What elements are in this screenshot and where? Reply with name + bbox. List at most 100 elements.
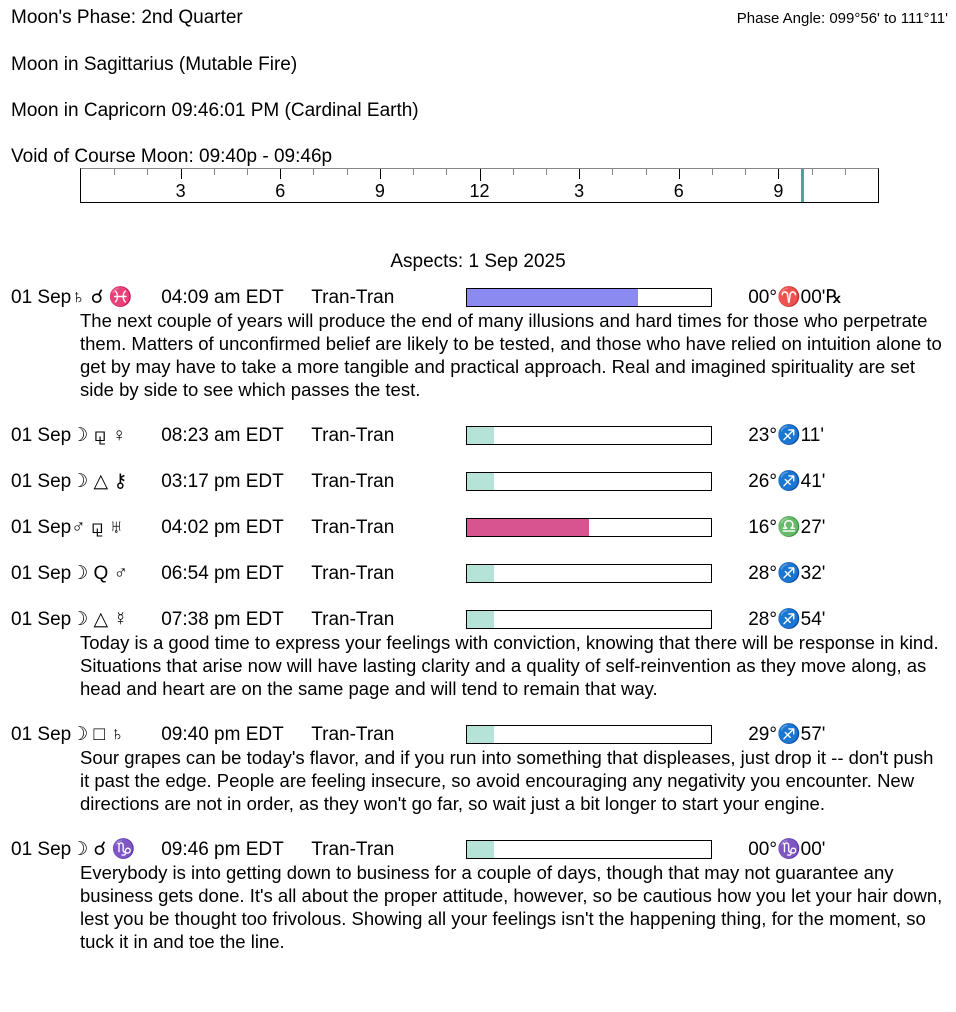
aspect-entry: 01 Sep ☽ Q ♂ 06:54 pm EDT Tran-Tran 28°♐32' xyxy=(11,562,948,585)
aspect-glyphs: ☽ △ ☿ xyxy=(71,609,128,630)
aspect-position: 26°♐41' xyxy=(748,471,826,492)
aspect-date: 01 Sep xyxy=(11,724,72,745)
aspect-type: Tran-Tran xyxy=(311,471,395,492)
timeline-tick xyxy=(147,169,149,175)
aspect-time: 09:46 pm EDT xyxy=(161,839,284,860)
header-row: Moon's Phase: 2nd Quarter Phase Angle: 0… xyxy=(11,7,948,30)
void-of-course: Void of Course Moon: 09:40p - 09:46p xyxy=(11,146,333,167)
timeline-tick xyxy=(844,169,846,175)
aspect-glyphs: ♂ ⚼ ♅ xyxy=(71,517,124,538)
aspect-glyphs: ☽ △ ⚷ xyxy=(71,471,128,492)
aspect-row: 01 Sep ☽ ☌ ♑ 09:46 pm EDT Tran-Tran 00°♑00' xyxy=(11,838,948,861)
strength-fill xyxy=(467,519,590,536)
aspect-row: 01 Sep ♂ ⚼ ♅ 04:02 pm EDT Tran-Tran 16°♎27' xyxy=(11,516,948,539)
aspects-title: Aspects: 1 Sep 2025 xyxy=(390,251,566,272)
aspect-glyphs: ☽ ⚼ ♀ xyxy=(71,425,127,446)
timeline-tick xyxy=(446,169,448,175)
aspect-position: 29°♐57' xyxy=(748,724,826,745)
aspect-row: 01 Sep ☽ ⚼ ♀ 08:23 am EDT Tran-Tran 23°♐11' xyxy=(11,424,948,447)
timeline-tick xyxy=(379,169,381,179)
aspect-entry: 01 Sep ☽ □ ♄ 09:40 pm EDT Tran-Tran 29°♐57' S… xyxy=(11,723,948,815)
aspect-type: Tran-Tran xyxy=(311,287,395,308)
aspect-position: 23°♐11' xyxy=(748,425,824,446)
timeline-tick xyxy=(512,169,514,175)
aspect-row: 01 Sep ☽ Q ♂ 06:54 pm EDT Tran-Tran 28°♐32' xyxy=(11,562,948,585)
timeline-tick xyxy=(479,169,481,181)
strength-fill xyxy=(467,726,495,743)
timeline-tick xyxy=(114,169,116,175)
timeline-tick xyxy=(346,169,348,175)
timeline-tick xyxy=(247,169,249,175)
aspect-time: 04:02 pm EDT xyxy=(161,517,284,538)
timeline-tick xyxy=(280,169,282,179)
void-timeline: 3 6 9 12 3 6 9 xyxy=(80,168,879,203)
timeline-tick xyxy=(645,169,647,175)
aspect-type: Tran-Tran xyxy=(311,839,395,860)
timeline-label: 9 xyxy=(773,181,784,201)
timeline-tick xyxy=(811,169,813,175)
strength-bar xyxy=(466,610,713,629)
aspect-time: 08:23 am EDT xyxy=(161,425,284,446)
timeline-tick xyxy=(579,169,581,179)
aspect-position: 00°♑00' xyxy=(748,839,826,860)
aspect-glyphs: ☽ □ ♄ xyxy=(71,724,125,745)
timeline-tick xyxy=(313,169,315,175)
aspect-entry: 01 Sep ☽ ⚼ ♀ 08:23 am EDT Tran-Tran 23°♐11' xyxy=(11,424,948,447)
aspect-date: 01 Sep xyxy=(11,471,72,492)
aspect-date: 01 Sep xyxy=(11,287,72,308)
aspect-type: Tran-Tran xyxy=(311,724,395,745)
timeline-tick xyxy=(180,169,182,179)
aspect-time: 06:54 pm EDT xyxy=(161,563,284,584)
aspect-date: 01 Sep xyxy=(11,609,72,630)
timeline-label: 3 xyxy=(175,181,186,201)
aspect-row: 01 Sep ☽ △ ⚷ 03:17 pm EDT Tran-Tran 26°♐41' xyxy=(11,470,948,493)
aspect-date: 01 Sep xyxy=(11,425,72,446)
aspect-row: 01 Sep ♄ ☌ ♓ 04:09 am EDT Tran-Tran 00°♈00'℞ xyxy=(11,286,948,309)
timeline-tick xyxy=(745,169,747,175)
strength-fill xyxy=(467,611,495,628)
moon-phase: Moon's Phase: 2nd Quarter xyxy=(11,7,243,28)
aspect-entry: 01 Sep ♄ ☌ ♓ 04:09 am EDT Tran-Tran 00°♈00'℞… xyxy=(11,286,948,401)
aspect-position: 28°♐54' xyxy=(748,609,826,630)
aspect-date: 01 Sep xyxy=(11,563,72,584)
aspect-date: 01 Sep xyxy=(11,839,72,860)
aspect-description: Today is a good time to express your fee… xyxy=(80,632,939,699)
aspect-description: The next couple of years will produce th… xyxy=(80,310,942,400)
timeline-tick xyxy=(778,169,780,179)
timeline-label: 6 xyxy=(275,181,286,201)
page: Moon's Phase: 2nd Quarter Phase Angle: 0… xyxy=(11,7,948,953)
aspect-description: Sour grapes can be today's flavor, and i… xyxy=(80,747,934,814)
aspect-glyphs: ☽ ☌ ♑ xyxy=(71,839,136,860)
aspect-entry: 01 Sep ☽ △ ⚷ 03:17 pm EDT Tran-Tran 26°♐41' xyxy=(11,470,948,493)
timeline-label: 12 xyxy=(469,181,490,201)
aspect-position: 00°♈00'℞ xyxy=(748,287,843,308)
timeline-tick xyxy=(413,169,415,175)
strength-fill xyxy=(467,841,495,858)
timeline-tick xyxy=(545,169,547,175)
timeline-label: 3 xyxy=(574,181,585,201)
aspect-time: 03:17 pm EDT xyxy=(161,471,284,492)
strength-bar xyxy=(466,725,713,744)
aspect-date: 01 Sep xyxy=(11,517,72,538)
void-marker xyxy=(800,169,804,202)
aspect-entry: 01 Sep ☽ ☌ ♑ 09:46 pm EDT Tran-Tran 00°♑00' E… xyxy=(11,838,948,953)
aspect-row: 01 Sep ☽ △ ☿ 07:38 pm EDT Tran-Tran 28°♐54' xyxy=(11,608,948,631)
strength-fill xyxy=(467,289,639,306)
aspect-glyphs: ♄ ☌ ♓ xyxy=(71,287,133,308)
strength-bar xyxy=(466,426,713,445)
timeline-tick xyxy=(612,169,614,175)
aspect-type: Tran-Tran xyxy=(311,563,395,584)
aspect-list: 01 Sep ♄ ☌ ♓ 04:09 am EDT Tran-Tran 00°♈00'℞… xyxy=(11,286,948,953)
strength-bar xyxy=(466,840,713,859)
aspect-description: Everybody is into getting down to busine… xyxy=(80,862,943,952)
phase-angle: Phase Angle: 099°56' to 111°11' xyxy=(736,10,948,27)
timeline-label: 6 xyxy=(673,181,684,201)
aspect-position: 16°♎27' xyxy=(748,517,826,538)
timeline-tick xyxy=(678,169,680,179)
strength-fill xyxy=(467,427,495,444)
aspect-type: Tran-Tran xyxy=(311,609,395,630)
aspect-position: 28°♐32' xyxy=(748,563,826,584)
aspect-time: 09:40 pm EDT xyxy=(161,724,284,745)
timeline-label: 9 xyxy=(374,181,385,201)
aspect-time: 07:38 pm EDT xyxy=(161,609,284,630)
